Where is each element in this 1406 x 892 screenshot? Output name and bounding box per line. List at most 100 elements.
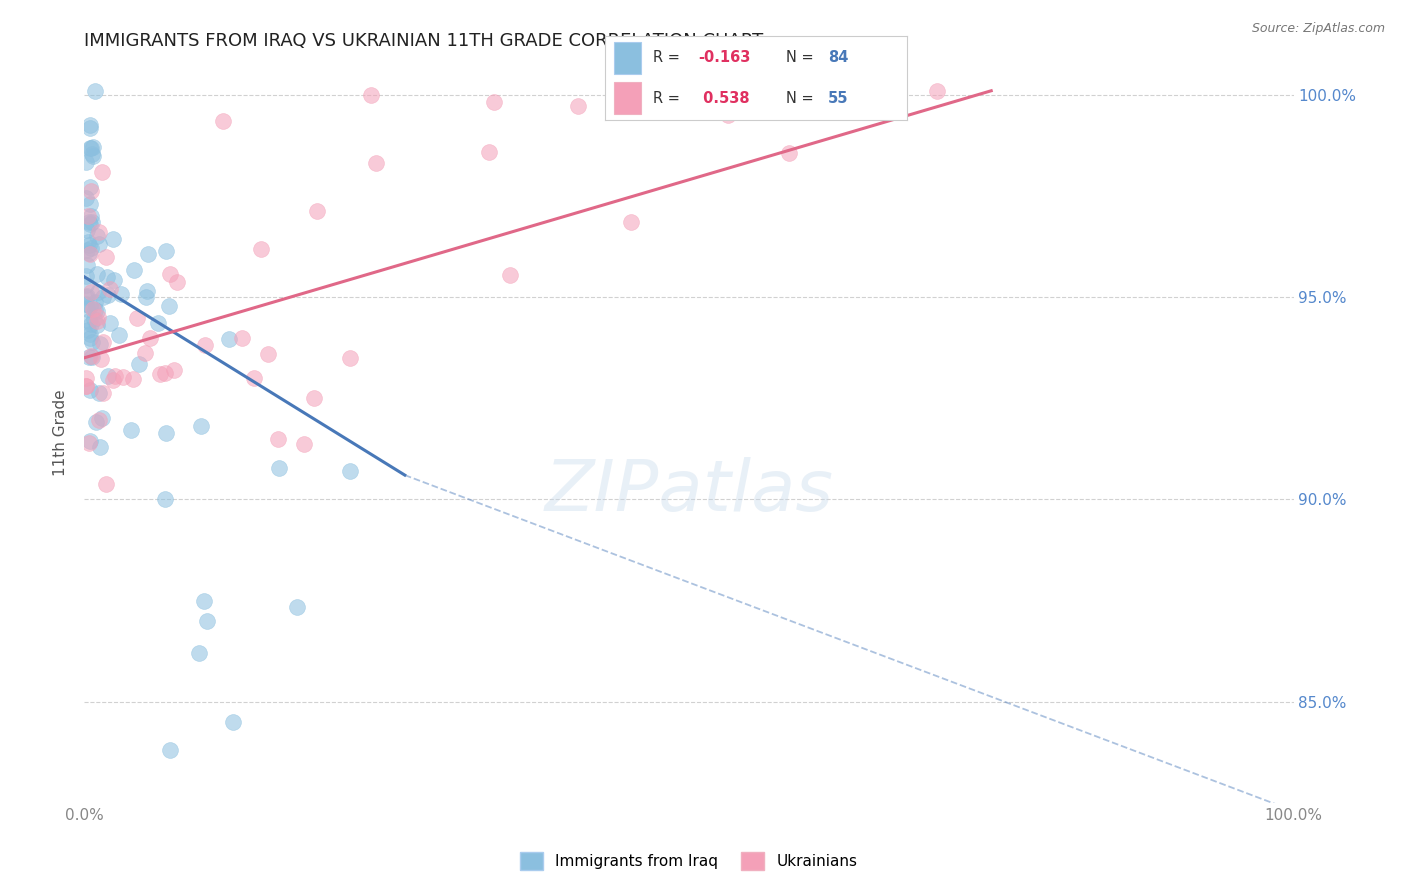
Point [79, 217, 101, 231]
Point [87, 385, 110, 400]
FancyBboxPatch shape [613, 82, 641, 114]
Point [195, 614, 218, 628]
Point [77, 323, 100, 337]
Point [89, 336, 111, 351]
Point [269, 460, 291, 475]
Point [499, 268, 522, 282]
Point [75, 277, 97, 292]
Point [925, 84, 948, 98]
Point [97, 369, 120, 384]
Point [77, 238, 100, 252]
Point [83, 311, 105, 326]
Point [79, 326, 101, 341]
Point [87, 285, 110, 299]
Text: IMMIGRANTS FROM IRAQ VS UKRAINIAN 11TH GRADE CORRELATION CHART: IMMIGRANTS FROM IRAQ VS UKRAINIAN 11TH G… [84, 32, 763, 50]
Point [717, 108, 740, 122]
Point [101, 373, 124, 387]
Point [87, 310, 110, 325]
Point [231, 330, 253, 344]
Point [155, 366, 177, 380]
Point [84, 84, 107, 98]
Point [302, 391, 325, 405]
FancyBboxPatch shape [613, 42, 641, 74]
Point [267, 432, 290, 446]
Y-axis label: 11th Grade: 11th Grade [53, 389, 69, 476]
Point [484, 95, 506, 109]
Point [79, 299, 101, 313]
Point [79, 241, 101, 255]
Point [87, 237, 110, 252]
Point [79, 331, 101, 345]
Point [76, 243, 98, 257]
Point [76, 301, 98, 316]
Point [828, 87, 851, 102]
Point [86, 228, 108, 243]
Point [83, 303, 105, 318]
Point [364, 155, 387, 169]
Point [89, 225, 111, 239]
Text: N =: N = [786, 50, 818, 65]
Point [76, 289, 98, 303]
Text: Source: ZipAtlas.com: Source: ZipAtlas.com [1251, 22, 1385, 36]
Point [91, 164, 114, 178]
Point [86, 304, 108, 318]
Point [250, 242, 273, 256]
Point [257, 347, 280, 361]
Point [79, 434, 101, 448]
Point [159, 743, 181, 757]
Point [103, 273, 125, 287]
Point [287, 600, 309, 615]
Point [80, 184, 103, 198]
Point [122, 372, 145, 386]
Point [193, 593, 215, 607]
Point [96, 250, 118, 264]
Point [79, 384, 101, 398]
Point [76, 235, 98, 250]
Point [89, 413, 111, 427]
Point [79, 118, 101, 132]
Text: 0.538: 0.538 [699, 91, 749, 106]
Point [79, 247, 101, 261]
Point [110, 287, 132, 301]
Point [190, 418, 212, 433]
Point [104, 368, 127, 383]
Point [91, 290, 114, 304]
Text: N =: N = [786, 91, 818, 106]
Point [360, 88, 382, 103]
Point [86, 314, 108, 328]
Point [103, 232, 125, 246]
Point [75, 269, 97, 284]
Point [108, 327, 131, 342]
Point [155, 426, 177, 441]
Point [77, 350, 100, 364]
Point [166, 275, 188, 289]
Point [80, 141, 103, 155]
Text: -0.163: -0.163 [699, 50, 751, 65]
Point [193, 337, 215, 351]
Point [222, 714, 245, 729]
Point [91, 411, 114, 425]
Point [94, 477, 117, 491]
Point [242, 371, 264, 385]
Point [90, 351, 112, 366]
Point [96, 270, 118, 285]
Point [307, 203, 329, 218]
Point [79, 121, 101, 136]
Text: R =: R = [652, 91, 685, 106]
Point [620, 215, 643, 229]
Point [91, 334, 114, 349]
Point [77, 215, 100, 229]
Point [120, 423, 142, 437]
Point [80, 317, 103, 331]
Point [82, 140, 104, 154]
Point [89, 440, 111, 454]
Point [82, 301, 104, 316]
Point [218, 332, 240, 346]
Point [134, 345, 156, 359]
Point [77, 436, 100, 450]
Text: R =: R = [652, 50, 685, 65]
Point [159, 267, 181, 281]
Point [91, 386, 114, 401]
Point [75, 379, 97, 393]
Point [128, 357, 150, 371]
